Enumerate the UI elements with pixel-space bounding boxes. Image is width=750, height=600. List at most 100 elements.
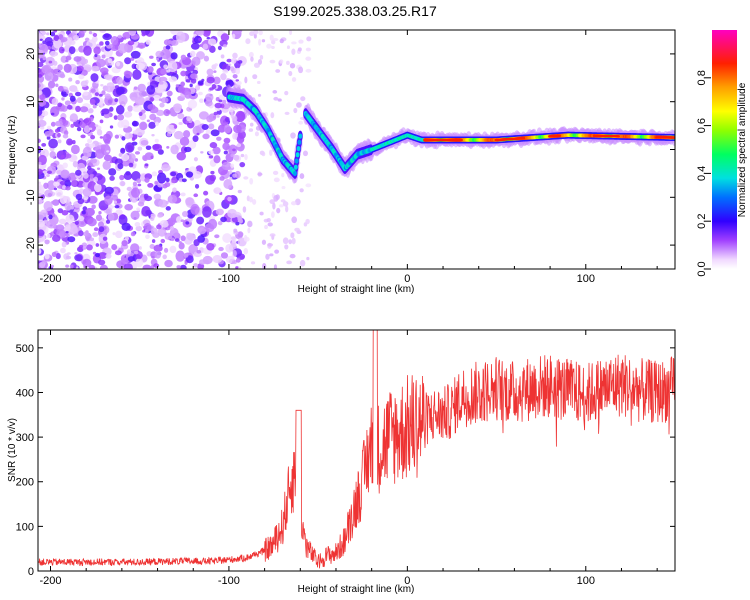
noise-speck [39, 261, 46, 269]
noise-speck [46, 170, 53, 175]
noise-speck [305, 47, 311, 52]
noise-speck [212, 255, 223, 264]
spectrogram-y-tick-label: 0 [25, 146, 37, 152]
noise-speck [90, 158, 98, 164]
noise-speck [247, 227, 251, 234]
noise-speck [113, 115, 118, 120]
noise-speck [63, 63, 72, 73]
noise-speck [104, 195, 113, 205]
noise-speck [114, 200, 118, 204]
noise-speck [92, 232, 99, 238]
colorbar-tick-label: 0.8 [696, 70, 708, 85]
noise-speck [261, 151, 266, 157]
noise-speck [62, 195, 68, 201]
noise-speck [83, 58, 89, 64]
noise-speck [115, 105, 125, 115]
noise-speck [64, 224, 71, 232]
noise-speck [38, 138, 41, 144]
noise-speck [181, 210, 189, 218]
noise-speck [185, 197, 194, 206]
noise-speck [134, 96, 145, 106]
noise-speck [135, 225, 143, 232]
noise-speck [133, 86, 138, 90]
noise-speck [261, 239, 267, 245]
noise-speck [40, 126, 45, 130]
noise-speck [141, 205, 151, 217]
noise-speck [103, 74, 112, 80]
noise-speck [61, 97, 65, 101]
noise-speck [185, 79, 191, 83]
noise-speck [134, 151, 141, 155]
noise-speck [54, 128, 60, 133]
noise-speck [290, 201, 297, 206]
noise-speck [38, 100, 47, 107]
noise-speck [102, 33, 112, 41]
noise-speck [94, 149, 105, 159]
noise-speck [111, 194, 119, 201]
noise-speck [272, 37, 279, 42]
spectrogram-x-tick-label: -200 [39, 273, 61, 285]
noise-speck [59, 180, 66, 185]
snr-series-line [38, 330, 675, 569]
noise-speck [209, 87, 214, 91]
noise-speck [124, 236, 129, 241]
noise-speck [306, 256, 310, 261]
noise-speck [152, 94, 161, 101]
noise-speck [293, 107, 298, 114]
noise-speck [291, 41, 297, 45]
noise-speck [86, 244, 93, 251]
noise-speck [64, 202, 72, 211]
noise-speck [55, 83, 59, 88]
noise-speck [94, 53, 98, 58]
noise-speck [185, 221, 190, 225]
noise-speck [131, 96, 137, 101]
noise-speck [160, 97, 169, 104]
noise-speck [152, 143, 163, 152]
noise-speck [50, 112, 55, 116]
noise-speck [97, 167, 101, 170]
noise-speck [275, 69, 281, 73]
noise-speck [180, 192, 186, 197]
noise-speck [70, 123, 75, 128]
noise-speck [157, 172, 167, 184]
noise-speck [232, 132, 237, 140]
noise-speck [302, 150, 308, 157]
noise-speck [267, 222, 273, 227]
noise-speck [230, 66, 235, 72]
noise-speck [97, 259, 106, 266]
noise-speck [223, 124, 232, 134]
noise-speck [233, 154, 240, 161]
noise-speck [116, 61, 121, 67]
noise-speck [180, 235, 186, 242]
noise-speck [178, 241, 182, 244]
noise-speck [78, 230, 84, 237]
colorbar-ticks: 0.0 0.2 0.4 0.6 0.8 [696, 70, 711, 277]
noise-speck [248, 196, 253, 203]
noise-speck [105, 253, 112, 259]
noise-speck [127, 40, 135, 46]
noise-speck [83, 45, 92, 56]
noise-speck [269, 149, 273, 156]
noise-speck [202, 133, 210, 140]
noise-speck [77, 65, 84, 72]
noise-speck [68, 172, 77, 181]
noise-speck [285, 60, 290, 65]
noise-speck [239, 162, 246, 168]
noise-speck [134, 158, 139, 162]
noise-speck [41, 30, 47, 36]
noise-speck [192, 125, 202, 136]
noise-speck [209, 142, 218, 149]
noise-speck [41, 142, 47, 147]
colorbar-tick-label: 0.2 [696, 214, 708, 229]
noise-speck [145, 234, 150, 240]
noise-speck [163, 64, 168, 69]
noise-speck [237, 231, 244, 238]
noise-speck [190, 203, 200, 215]
ridge-peak [615, 134, 620, 138]
noise-speck [173, 103, 183, 112]
noise-speck [130, 231, 136, 237]
noise-speck [127, 153, 136, 162]
noise-speck [162, 183, 168, 189]
noise-speck [119, 174, 125, 181]
snr-x-label: Height of straight line (km) [298, 584, 415, 595]
